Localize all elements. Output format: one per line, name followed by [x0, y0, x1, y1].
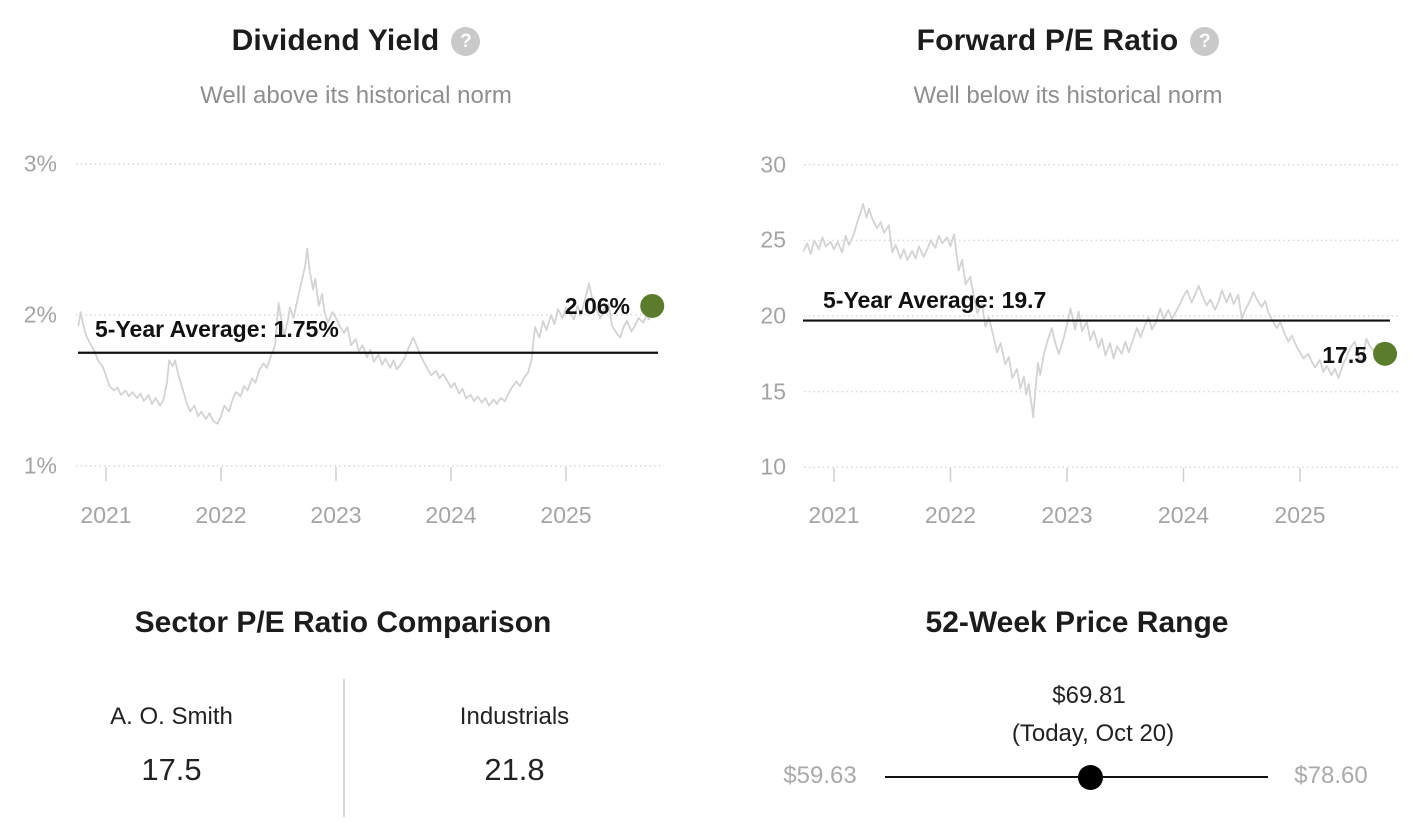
y-axis-label: 15	[760, 378, 786, 405]
forward-pe-subtitle: Well below its historical norm	[913, 82, 1223, 109]
price-range-title: 52-Week Price Range	[925, 606, 1229, 639]
current-price-date-label: (Today, Oct 20)	[1011, 720, 1175, 747]
sector-pe-value: 21.8	[484, 752, 545, 787]
column-divider	[343, 679, 345, 817]
x-axis-label: 2023	[1041, 502, 1093, 528]
y-axis-label: 25	[760, 226, 786, 253]
sector-name-label: Industrials	[459, 703, 570, 730]
sector-comparison-title: Sector P/E Ratio Comparison	[134, 606, 552, 639]
dividend-yield-series-line	[77, 247, 654, 425]
current-value-dot	[640, 293, 665, 318]
current-value-dot	[1373, 341, 1398, 366]
dividend-yield-subtitle: Well above its historical norm	[200, 82, 512, 109]
low-price-label: $59.63	[783, 762, 857, 789]
company-name-label: A. O. Smith	[110, 703, 233, 730]
x-axis-label: 2022	[195, 502, 247, 528]
x-axis-label: 2025	[1274, 502, 1326, 528]
y-axis-label: 20	[760, 302, 786, 329]
x-axis-label: 2024	[1157, 502, 1210, 528]
pe-average-annotation: 5-Year Average: 19.7	[823, 287, 1047, 313]
valuation-charts-plot-area	[76, 163, 1400, 482]
y-axis-label: 2%	[23, 301, 57, 328]
forward-pe-series-line	[802, 203, 1386, 419]
high-price-label: $78.60	[1294, 762, 1368, 789]
dividend-current-value-label: 2.06%	[564, 293, 630, 319]
company-pe-value: 17.5	[141, 752, 202, 787]
forward-pe-header: Forward P/E Ratio ? Well below its histo…	[712, 24, 1424, 110]
help-icon[interactable]: ?	[1190, 26, 1220, 56]
current-price-label: $69.81	[1052, 682, 1126, 709]
x-axis-label: 2021	[808, 502, 860, 528]
x-axis-label: 2022	[924, 502, 977, 528]
current-price-marker	[1078, 765, 1104, 790]
y-axis-label: 10	[760, 453, 786, 480]
y-axis-label: 1%	[23, 452, 57, 479]
price-range-track	[885, 776, 1268, 778]
dividend-average-annotation: 5-Year Average: 1.75%	[95, 316, 339, 342]
x-axis-label: 2021	[80, 502, 132, 528]
y-axis-label: 30	[760, 151, 786, 178]
pe-current-value-label: 17.5	[1322, 342, 1367, 368]
dividend-yield-header: Dividend Yield ? Well above its historic…	[0, 24, 712, 110]
x-axis-label: 2024	[425, 502, 477, 528]
forward-pe-title: Forward P/E Ratio	[916, 24, 1179, 57]
y-axis-label: 3%	[23, 150, 57, 177]
help-icon[interactable]: ?	[451, 26, 481, 56]
x-axis-label: 2025	[540, 502, 592, 528]
x-axis-label: 2023	[310, 502, 362, 528]
dividend-yield-title: Dividend Yield	[231, 24, 440, 57]
